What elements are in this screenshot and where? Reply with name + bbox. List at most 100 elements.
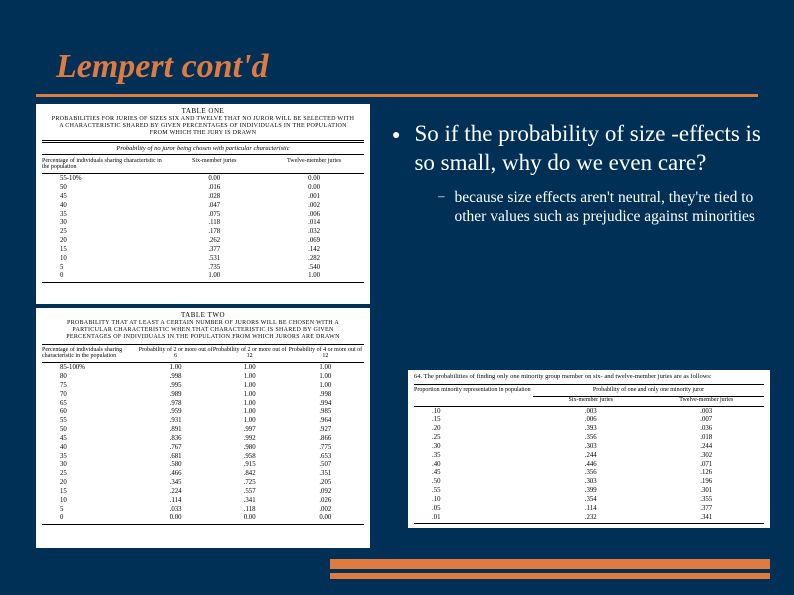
table-cell: 1.00: [164, 272, 264, 281]
table-row: 30.580.915.507: [42, 461, 364, 470]
table-cell: .354: [533, 496, 649, 505]
table-cell: 20: [42, 237, 164, 246]
table-row: .40.446.071: [414, 461, 764, 470]
table-row: 75.9951.001.00: [42, 382, 364, 391]
table-row: .35.244.302: [414, 452, 764, 461]
table-cell: .891: [139, 426, 213, 435]
divider: [414, 523, 764, 524]
table-row: 10.114.341.026: [42, 497, 364, 506]
bullet-sub-text: because size effects aren't neutral, the…: [455, 188, 773, 227]
table-cell: .075: [164, 211, 264, 220]
table-cell: 45: [42, 193, 164, 202]
table-cell: 1.00: [264, 272, 364, 281]
table-row: 45.028.001: [42, 193, 364, 202]
table-cell: 0: [42, 514, 139, 523]
table-cell: .531: [164, 255, 264, 264]
table-cell: .282: [264, 255, 364, 264]
table-three-header-sub: Six-member juries Twelve-member juries: [414, 395, 764, 405]
table-cell: .301: [649, 487, 765, 496]
table-row: 65.9781.00.994: [42, 400, 364, 409]
table-cell: .262: [164, 237, 264, 246]
table-cell: .356: [533, 469, 649, 478]
table-cell: .244: [533, 452, 649, 461]
table-cell: .866: [287, 435, 364, 444]
table-cell: .55: [414, 487, 533, 496]
table-row: 55-10%0.000.00: [42, 175, 364, 184]
table-cell: 35: [42, 453, 139, 462]
table-cell: .399: [533, 487, 649, 496]
table-cell: .998: [139, 373, 213, 382]
table-cell: .992: [213, 435, 287, 444]
table-cell: .725: [213, 479, 287, 488]
table-cell: .002: [264, 202, 364, 211]
table-cell: 5: [42, 506, 139, 515]
table-two-body: 85-100%1.001.001.0080.9981.001.0075.9951…: [42, 364, 364, 523]
table-cell: .994: [287, 400, 364, 409]
table-row: 20.262.069: [42, 237, 364, 246]
table-cell: .224: [139, 488, 213, 497]
col-header: Probability of one and only one minority…: [533, 387, 764, 394]
table-cell: .377: [649, 505, 765, 514]
table-row: 30.118.014: [42, 219, 364, 228]
table-row: .20.393.036: [414, 425, 764, 434]
table-row: .50.303.196: [414, 478, 764, 487]
table-cell: 1.00: [213, 408, 287, 417]
table-cell: .003: [649, 408, 765, 417]
table-one-caption: PROBABILITIES FOR JURIES OF SIZES SIX AN…: [42, 116, 364, 138]
table-cell: .036: [649, 425, 765, 434]
table-cell: 1.00: [287, 382, 364, 391]
table-cell: .466: [139, 470, 213, 479]
divider: [42, 524, 364, 525]
table-two-header: Percentage of individuals sharing charac…: [42, 346, 364, 362]
table-cell: .40: [414, 461, 533, 470]
table-cell: 0.00: [264, 184, 364, 193]
table-cell: .351: [287, 470, 364, 479]
table-cell: .964: [287, 417, 364, 426]
table-cell: 1.00: [287, 364, 364, 373]
table-row: 40.767.980.775: [42, 444, 364, 453]
table-row: 50.891.997.927: [42, 426, 364, 435]
table-cell: 55-10%: [42, 175, 164, 184]
table-cell: 1.00: [139, 364, 213, 373]
table-cell: .540: [264, 264, 364, 273]
table-cell: .118: [164, 219, 264, 228]
table-two-caption: PROBABILITY THAT AT LEAST A CERTAIN NUMB…: [42, 320, 364, 342]
table-cell: .915: [213, 461, 287, 470]
table-cell: 1.00: [213, 364, 287, 373]
table-cell: 5: [42, 264, 164, 273]
table-cell: .126: [649, 469, 765, 478]
table-two: TABLE TWO PROBABILITY THAT AT LEAST A CE…: [36, 308, 370, 548]
col-header: Twelve-member juries: [264, 158, 364, 172]
table-cell: .775: [287, 444, 364, 453]
footer-accent-bar: [330, 559, 770, 569]
table-row: 20.345.725.205: [42, 479, 364, 488]
table-cell: 70: [42, 391, 139, 400]
col-header: Proportion minority representation in po…: [414, 387, 533, 394]
table-cell: .142: [264, 246, 364, 255]
table-cell: .767: [139, 444, 213, 453]
table-cell: 50: [42, 184, 164, 193]
table-three-body: .10.003.003.15.006.007.20.393.036.25.356…: [414, 408, 764, 523]
table-cell: 10: [42, 497, 139, 506]
table-row: 15.224.557.092: [42, 488, 364, 497]
table-cell: 0.00: [264, 175, 364, 184]
table-cell: .356: [533, 434, 649, 443]
table-cell: .003: [533, 408, 649, 417]
table-row: 35.075.006: [42, 211, 364, 220]
table-row: 15.377.142: [42, 246, 364, 255]
table-cell: .118: [213, 506, 287, 515]
table-cell: 35: [42, 211, 164, 220]
table-cell: .681: [139, 453, 213, 462]
table-cell: .007: [649, 416, 765, 425]
bullet-dash-icon: –: [438, 188, 445, 227]
table-cell: 0.00: [287, 514, 364, 523]
table-cell: .05: [414, 505, 533, 514]
divider: [42, 282, 364, 283]
table-cell: .10: [414, 496, 533, 505]
table-cell: .001: [264, 193, 364, 202]
table-cell: .014: [264, 219, 364, 228]
table-cell: .006: [533, 416, 649, 425]
table-cell: .016: [164, 184, 264, 193]
table-one-body: 55-10%0.000.0050.0160.0045.028.00140.047…: [42, 175, 364, 281]
table-cell: 1.00: [213, 417, 287, 426]
